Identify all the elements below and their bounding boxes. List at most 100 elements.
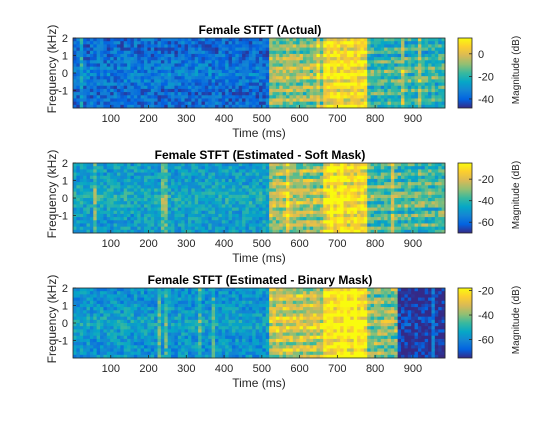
heatmap-cell bbox=[344, 211, 348, 215]
heatmap-cell bbox=[327, 76, 331, 80]
heatmap-cell bbox=[391, 57, 395, 61]
heatmap-cell bbox=[377, 166, 381, 170]
heatmap-cell bbox=[401, 38, 405, 42]
heatmap-cell bbox=[181, 95, 185, 99]
heatmap-cell bbox=[205, 83, 209, 87]
heatmap-cell bbox=[408, 89, 412, 93]
heatmap-cell bbox=[323, 185, 327, 189]
heatmap-cell bbox=[313, 208, 317, 212]
heatmap-cell bbox=[141, 182, 145, 186]
heatmap-cell bbox=[300, 227, 304, 231]
heatmap-cell bbox=[391, 185, 395, 189]
heatmap-cell bbox=[127, 198, 131, 202]
heatmap-cell bbox=[161, 188, 165, 192]
heatmap-cell bbox=[73, 192, 77, 196]
heatmap-cell bbox=[114, 185, 118, 189]
heatmap-cell bbox=[232, 86, 236, 90]
heatmap-cell bbox=[117, 176, 121, 180]
heatmap-cell bbox=[421, 86, 425, 90]
heatmap-cell bbox=[235, 173, 239, 177]
heatmap-cell bbox=[90, 67, 94, 71]
heatmap-cell bbox=[384, 48, 388, 52]
heatmap-cell bbox=[215, 182, 219, 186]
heatmap-cell bbox=[293, 48, 297, 52]
heatmap-cell bbox=[269, 214, 273, 218]
heatmap-cell bbox=[279, 83, 283, 87]
heatmap-cell bbox=[360, 173, 364, 177]
heatmap-cell bbox=[103, 73, 107, 77]
heatmap-cell bbox=[350, 89, 354, 93]
heatmap-cell bbox=[198, 214, 202, 218]
heatmap-cell bbox=[310, 60, 314, 64]
heatmap-cell bbox=[161, 86, 165, 90]
heatmap-cell bbox=[333, 173, 337, 177]
heatmap-cell bbox=[415, 95, 419, 99]
heatmap-cell bbox=[360, 73, 364, 77]
heatmap-cell bbox=[107, 79, 111, 83]
heatmap-cell bbox=[76, 41, 80, 45]
heatmap-cell bbox=[279, 220, 283, 224]
heatmap-cell bbox=[360, 102, 364, 106]
heatmap-cell bbox=[144, 204, 148, 208]
heatmap-cell bbox=[245, 92, 249, 96]
heatmap-cell bbox=[333, 86, 337, 90]
heatmap-cell bbox=[266, 211, 270, 215]
heatmap-cell bbox=[266, 204, 270, 208]
heatmap-cell bbox=[181, 98, 185, 102]
heatmap-cell bbox=[340, 163, 344, 167]
heatmap-cell bbox=[76, 60, 80, 64]
heatmap-cell bbox=[191, 223, 195, 227]
heatmap-cell bbox=[242, 95, 246, 99]
heatmap-cell bbox=[347, 208, 351, 212]
heatmap-cell bbox=[360, 166, 364, 170]
heatmap-cell bbox=[249, 185, 253, 189]
heatmap-cell bbox=[364, 63, 368, 67]
heatmap-cell bbox=[300, 192, 304, 196]
heatmap-cell bbox=[259, 98, 263, 102]
heatmap-cell bbox=[242, 51, 246, 55]
heatmap-cell bbox=[222, 92, 226, 96]
heatmap-cell bbox=[114, 223, 118, 227]
heatmap-cell bbox=[313, 227, 317, 231]
heatmap-cell bbox=[212, 208, 216, 212]
heatmap-cell bbox=[286, 73, 290, 77]
heatmap-cell bbox=[195, 176, 199, 180]
heatmap-cell bbox=[137, 89, 141, 93]
heatmap-cell bbox=[164, 73, 168, 77]
heatmap-cell bbox=[286, 79, 290, 83]
heatmap-cell bbox=[404, 76, 408, 80]
heatmap-cell bbox=[137, 217, 141, 221]
heatmap-cell bbox=[357, 217, 361, 221]
heatmap-cell bbox=[330, 86, 334, 90]
heatmap-cell bbox=[87, 185, 91, 189]
heatmap-cell bbox=[367, 38, 371, 42]
heatmap-cell bbox=[202, 198, 206, 202]
heatmap-cell bbox=[107, 166, 111, 170]
heatmap-cell bbox=[168, 73, 172, 77]
heatmap-cell bbox=[178, 201, 182, 205]
heatmap-cell bbox=[73, 198, 77, 202]
heatmap-cell bbox=[73, 48, 77, 52]
heatmap-cell bbox=[381, 182, 385, 186]
heatmap-cell bbox=[117, 163, 121, 167]
heatmap-cell bbox=[229, 208, 233, 212]
heatmap-cell bbox=[340, 195, 344, 199]
heatmap-cell bbox=[262, 92, 266, 96]
heatmap-cell bbox=[242, 173, 246, 177]
heatmap-cell bbox=[168, 201, 172, 205]
heatmap-cell bbox=[350, 211, 354, 215]
heatmap-cell bbox=[364, 204, 368, 208]
heatmap-cell bbox=[215, 60, 219, 64]
heatmap-cell bbox=[327, 166, 331, 170]
heatmap-cell bbox=[178, 179, 182, 183]
heatmap-cell bbox=[252, 169, 256, 173]
heatmap-cell bbox=[371, 204, 375, 208]
heatmap-cell bbox=[266, 208, 270, 212]
heatmap-cell bbox=[401, 208, 405, 212]
heatmap-cell bbox=[235, 83, 239, 87]
heatmap-cell bbox=[289, 173, 293, 177]
heatmap-cell bbox=[266, 70, 270, 74]
heatmap-cell bbox=[242, 86, 246, 90]
heatmap-cell bbox=[168, 198, 172, 202]
heatmap-cell bbox=[398, 182, 402, 186]
